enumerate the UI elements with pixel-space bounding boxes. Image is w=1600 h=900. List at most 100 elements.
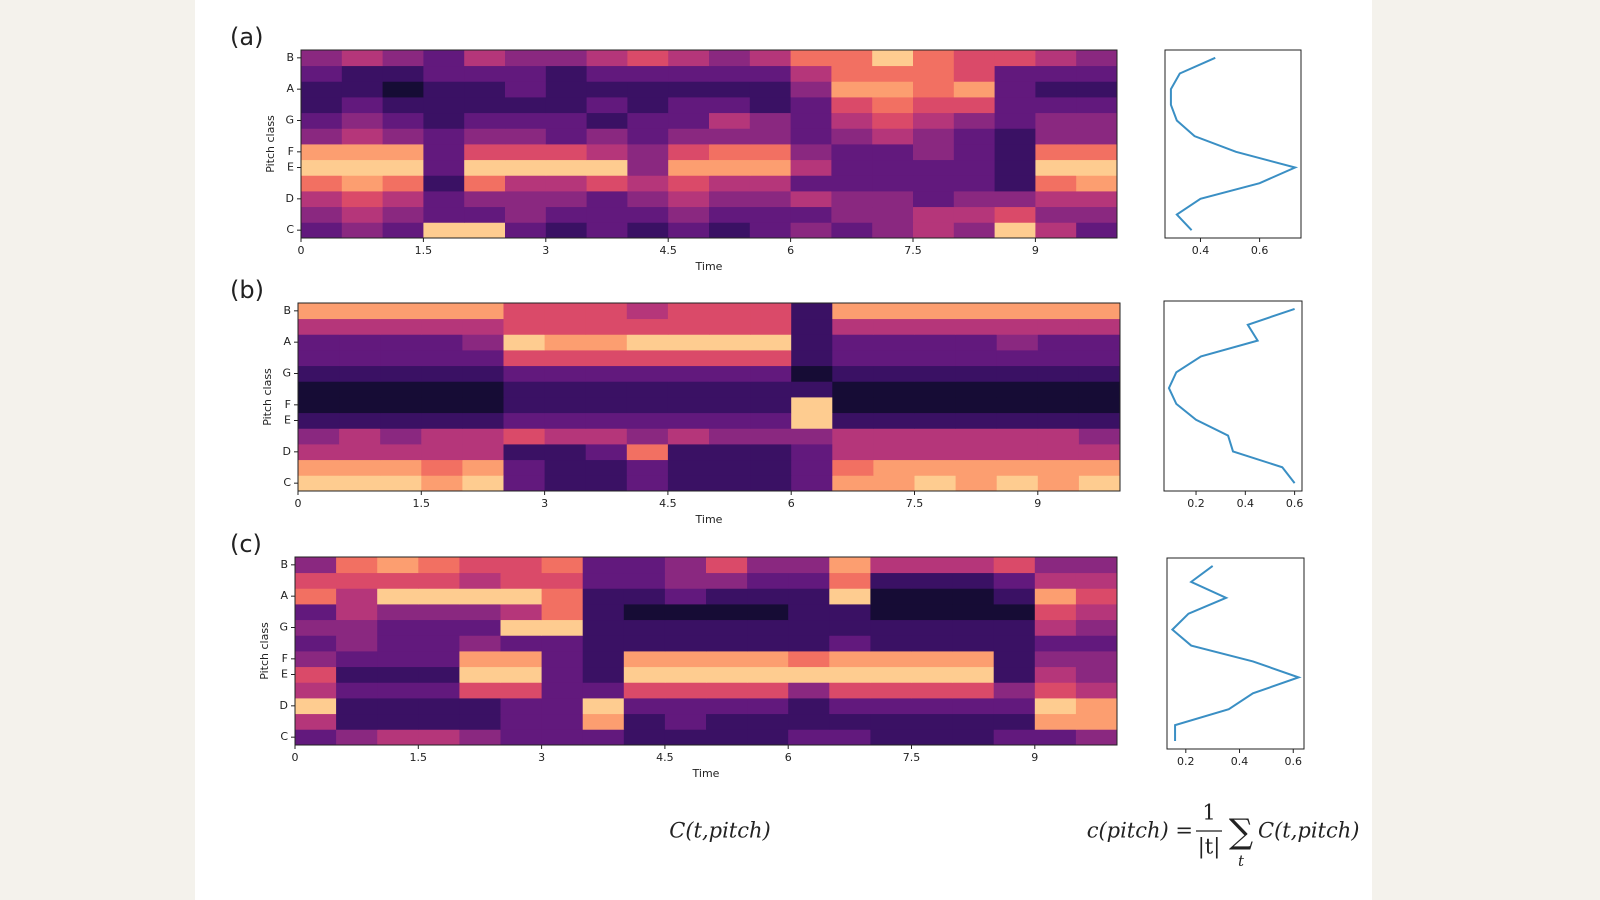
heat-cell [993, 588, 1036, 605]
heat-cell [377, 666, 419, 683]
heat-cell [790, 65, 832, 82]
heat-cell [749, 206, 791, 223]
heat-cell [339, 428, 381, 445]
heat-cell [623, 698, 666, 715]
heat-cell [749, 144, 791, 161]
heat-cell [626, 334, 669, 351]
heat-cell [341, 112, 383, 129]
heat-cell [503, 350, 545, 367]
heat-cell [953, 222, 995, 239]
heat-cell [623, 619, 666, 636]
heat-cell [295, 682, 337, 699]
heat-cell [339, 303, 381, 320]
heat-cell [750, 318, 792, 335]
y-tick-label: D [280, 699, 288, 712]
heat-cell [377, 713, 419, 730]
heat-cell [464, 191, 506, 208]
heat-cell [667, 350, 710, 367]
heat-cell [873, 365, 915, 382]
heat-cell [832, 318, 874, 335]
x-tick-label: 0.2 [1187, 497, 1205, 510]
heat-cell [505, 206, 547, 223]
heat-cell [586, 97, 628, 114]
heat-cell [418, 635, 460, 652]
heat-cell [1037, 412, 1080, 429]
heat-cell [627, 175, 669, 192]
heat-cell [626, 428, 669, 445]
heat-cell [459, 682, 501, 699]
heat-cell [955, 412, 998, 429]
heat-cell [955, 318, 998, 335]
heat-cell [626, 350, 669, 367]
heat-cell [336, 619, 378, 636]
heat-cell [914, 303, 956, 320]
heat-cell [298, 365, 340, 382]
heat-cell [870, 698, 912, 715]
heat-cell [911, 572, 953, 589]
heat-cell [872, 81, 914, 98]
heat-cell [791, 428, 833, 445]
heat-cell [423, 81, 465, 98]
heat-cell [914, 459, 956, 476]
heat-cell [459, 572, 501, 589]
heat-cell [1034, 588, 1077, 605]
heat-cell [382, 175, 424, 192]
heat-cell [996, 350, 1039, 367]
y-tick-label: B [283, 304, 291, 317]
heat-cell [341, 97, 383, 114]
heat-cell [791, 318, 833, 335]
heat-cell [911, 651, 953, 668]
heat-cell [667, 428, 710, 445]
heat-cell [953, 191, 995, 208]
heat-cell [380, 459, 422, 476]
heat-cell [623, 572, 666, 589]
heat-cell [872, 144, 914, 161]
heat-cell [790, 159, 832, 176]
formula-sum: ∑ [1229, 812, 1253, 852]
heat-cell [500, 713, 542, 730]
heat-cell [832, 381, 874, 398]
heat-cell [664, 572, 707, 589]
heat-cell [1037, 428, 1080, 445]
formula-numerator: 1 [1202, 801, 1215, 825]
heat-cell [544, 365, 587, 382]
heat-cell [541, 557, 584, 574]
heat-cell [953, 97, 995, 114]
formula-lhs: c(pitch) = [1087, 819, 1193, 843]
heat-cell [623, 604, 666, 621]
x-tick-label: 1.5 [410, 751, 428, 764]
heat-cell [464, 50, 506, 67]
y-axis-label: Pitch class [261, 368, 274, 426]
heat-cell [301, 97, 343, 114]
heat-cell [627, 206, 669, 223]
heat-cell [421, 303, 463, 320]
heat-cell [994, 175, 1036, 192]
heat-cell [914, 428, 956, 445]
heat-cell [380, 365, 422, 382]
heat-cell [996, 318, 1039, 335]
heat-cell [301, 144, 343, 161]
heat-cell [544, 428, 587, 445]
heat-cell [870, 572, 912, 589]
heat-cell [377, 557, 419, 574]
heat-cell [582, 557, 625, 574]
heat-cell [626, 381, 669, 398]
heat-cell [952, 713, 995, 730]
heat-cell [994, 65, 1036, 82]
heat-cell [582, 588, 625, 605]
heat-cell [791, 334, 833, 351]
heat-cell [749, 112, 791, 129]
heat-cell [913, 144, 955, 161]
heat-cell [993, 557, 1036, 574]
heat-cell [911, 729, 953, 746]
heat-cell [1034, 729, 1077, 746]
heat-cell [377, 572, 419, 589]
y-tick-label: E [284, 414, 291, 427]
heat-cell [1075, 588, 1118, 605]
heat-cell [585, 459, 628, 476]
heat-cell [709, 350, 751, 367]
heat-cell [585, 350, 628, 367]
heat-cell [582, 651, 625, 668]
